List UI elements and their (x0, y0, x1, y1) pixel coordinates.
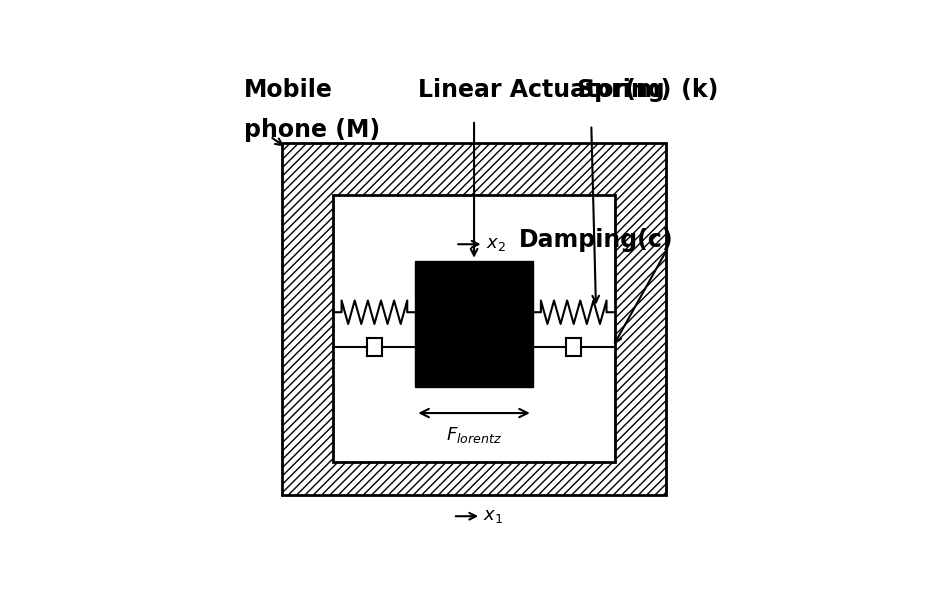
Text: $x_2$: $x_2$ (486, 235, 506, 253)
Text: $F_{lorentz}$: $F_{lorentz}$ (446, 425, 502, 445)
Bar (282, 144, 666, 495)
Text: Spring  (k): Spring (k) (577, 78, 719, 102)
Text: $x_1$: $x_1$ (484, 507, 503, 525)
Text: Damping(c): Damping(c) (519, 228, 673, 252)
Text: Linear Actuator(m): Linear Actuator(m) (418, 78, 672, 102)
Bar (415, 261, 533, 387)
Bar (333, 195, 615, 462)
Text: Mobile: Mobile (244, 78, 333, 102)
Text: phone (M): phone (M) (244, 118, 380, 142)
